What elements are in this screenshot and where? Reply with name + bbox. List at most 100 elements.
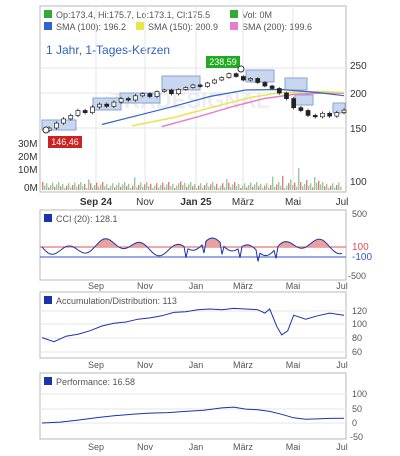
volume-bar bbox=[64, 188, 66, 190]
volume-bar bbox=[80, 182, 82, 190]
candle-up bbox=[334, 112, 340, 117]
volume-bar bbox=[218, 188, 220, 190]
volume-bar bbox=[72, 185, 74, 190]
ad-x-mai: Mai bbox=[286, 360, 301, 370]
candle-up bbox=[320, 112, 325, 118]
volume-bar bbox=[324, 186, 326, 190]
volume-bar bbox=[168, 182, 170, 190]
volume-bar bbox=[162, 182, 164, 190]
volume-bar bbox=[316, 182, 318, 190]
volume-bar bbox=[268, 187, 270, 190]
cci-x-maerz: März bbox=[233, 281, 253, 291]
candle-down bbox=[298, 107, 304, 111]
sma150-legend-swatch bbox=[136, 22, 144, 30]
volume-bar bbox=[124, 182, 126, 190]
volume-bar bbox=[94, 185, 96, 190]
volume-bar bbox=[142, 186, 144, 190]
volume-bar bbox=[204, 185, 206, 190]
volume-bar bbox=[216, 183, 218, 190]
volume-bar bbox=[164, 186, 166, 190]
volume-bar bbox=[150, 183, 152, 190]
volume-bar bbox=[182, 185, 184, 190]
volume-bar bbox=[68, 183, 70, 190]
volume-bar bbox=[260, 183, 262, 190]
volume-bar bbox=[196, 188, 198, 190]
volume-bar bbox=[210, 184, 212, 190]
volume-bar bbox=[52, 182, 54, 190]
volume-bar bbox=[108, 188, 110, 190]
volume-bar bbox=[312, 187, 314, 190]
volume-bar bbox=[84, 183, 86, 190]
volume-legend: Vol: 0M bbox=[242, 10, 272, 20]
volume-bar bbox=[110, 185, 112, 190]
volume-bar bbox=[248, 185, 250, 190]
volume-bar bbox=[100, 184, 102, 190]
volume-bar bbox=[336, 185, 338, 190]
y-tick-100: 100 bbox=[350, 177, 367, 188]
candle-down bbox=[233, 73, 239, 77]
sma150-line bbox=[131, 90, 345, 127]
volume-bar bbox=[232, 184, 234, 190]
candle-up bbox=[133, 95, 138, 101]
volume-bar bbox=[56, 184, 58, 190]
volume-bar bbox=[274, 186, 276, 190]
volume-bar bbox=[254, 184, 256, 190]
volume-bar bbox=[222, 183, 224, 190]
volume-bar bbox=[116, 185, 118, 190]
candle-down bbox=[284, 92, 289, 99]
sma100-line bbox=[101, 88, 345, 126]
y-tick-250: 250 bbox=[350, 61, 367, 72]
x-tick-maerz: März bbox=[232, 197, 254, 208]
cci-x-sep: Sep bbox=[88, 281, 104, 291]
volume-bar bbox=[286, 185, 288, 190]
candle-down bbox=[305, 110, 311, 116]
ad-panel-frame bbox=[39, 291, 347, 359]
cci-x-jan: Jan bbox=[189, 281, 204, 291]
volume-legend-swatch bbox=[230, 10, 238, 18]
volume-bar bbox=[314, 177, 316, 190]
volume-bar bbox=[92, 187, 94, 190]
candle-up bbox=[212, 79, 217, 84]
volume-bar bbox=[102, 182, 104, 190]
volume-bar bbox=[266, 183, 268, 190]
cci-tick-100: 100 bbox=[352, 242, 369, 253]
main-chart-title: 1 Jahr, 1-Tages-Kerzen bbox=[46, 43, 170, 57]
volume-bar bbox=[236, 186, 238, 190]
range-boxes bbox=[41, 69, 346, 131]
volume-bar bbox=[156, 183, 158, 190]
volume-bar bbox=[158, 187, 160, 190]
candle-down bbox=[197, 84, 203, 87]
volume-bar bbox=[234, 182, 236, 190]
volume-bar bbox=[192, 186, 194, 190]
volume-bar bbox=[202, 187, 204, 190]
volume-bar bbox=[166, 184, 168, 190]
volume-bar bbox=[322, 182, 324, 190]
ohlc-legend-swatch bbox=[44, 10, 52, 18]
volume-bar bbox=[320, 184, 322, 190]
volume-bar bbox=[130, 188, 132, 190]
candle-up bbox=[154, 91, 160, 97]
volume-bar bbox=[148, 186, 150, 190]
volume-bar bbox=[132, 185, 134, 190]
candle-up bbox=[205, 82, 210, 87]
volume-bar bbox=[300, 182, 302, 190]
x-tick-mai: Mai bbox=[285, 197, 301, 208]
volume-bar bbox=[292, 185, 294, 190]
volume-bar bbox=[338, 182, 340, 190]
cci-legend-swatch bbox=[44, 214, 52, 222]
volume-bar bbox=[58, 182, 60, 190]
volume-bar bbox=[332, 183, 334, 190]
perf-x-nov: Nov bbox=[137, 442, 154, 452]
volume-y-axis: 30M 20M 10M 0M bbox=[18, 139, 38, 194]
volume-bar bbox=[208, 186, 210, 190]
candle-up bbox=[190, 84, 196, 88]
volume-bar bbox=[180, 181, 182, 190]
high-annotation: 238,59 bbox=[206, 56, 245, 73]
perf-tick-minus50: -50 bbox=[350, 432, 363, 442]
performance-legend-swatch bbox=[44, 377, 52, 385]
high-marker bbox=[237, 65, 245, 73]
volume-bar bbox=[176, 185, 178, 190]
sma100-legend: SMA (100): 196.2 bbox=[56, 22, 126, 32]
performance-x-axis: Sep Nov Jan März Mai Jul bbox=[88, 442, 348, 452]
perf-tick-100: 100 bbox=[352, 389, 367, 399]
